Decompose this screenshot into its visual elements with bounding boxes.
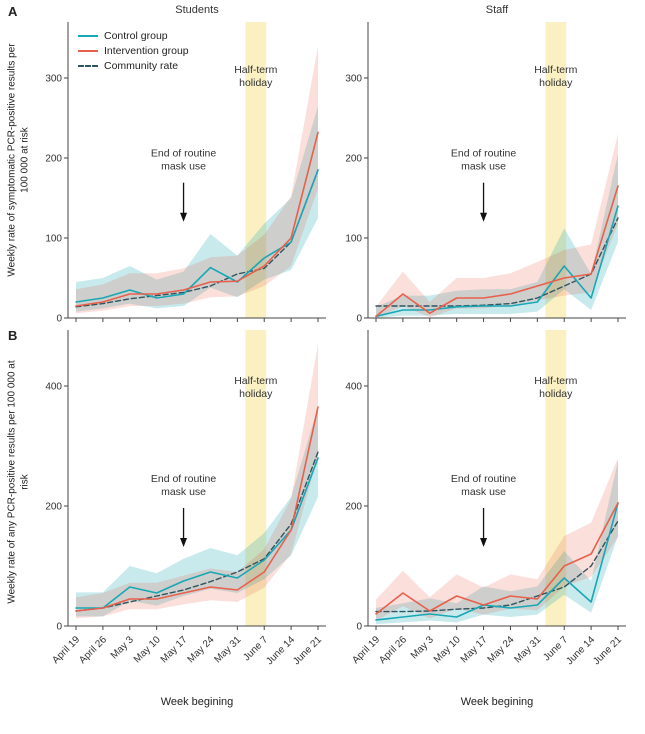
legend-item-intervention: Intervention group	[78, 45, 189, 57]
panel-b-staff-column: 0 200 400 April 19 April 26 May 3 May 10 May 17…	[332, 328, 632, 712]
svg-text:holiday: holiday	[239, 388, 273, 400]
svg-text:100: 100	[345, 234, 362, 245]
legend-label-community: Community rate	[104, 60, 179, 72]
svg-text:100: 100	[45, 234, 62, 245]
panel-b-students-column: 0 200 400 April 19 April 26 May 3 May 10 May 17…	[32, 328, 332, 712]
svg-text:End of routine: End of routine	[451, 148, 517, 160]
svg-text:mask use: mask use	[161, 161, 206, 173]
legend-line-control	[78, 35, 98, 37]
svg-text:200: 200	[345, 154, 362, 165]
svg-text:mask use: mask use	[161, 486, 206, 498]
svg-text:0: 0	[56, 622, 62, 633]
svg-text:May 24: May 24	[486, 634, 517, 665]
svg-text:May 17: May 17	[159, 634, 190, 665]
svg-text:April 19: April 19	[350, 634, 382, 666]
legend-label-control: Control group	[104, 30, 168, 42]
legend-item-control: Control group	[78, 30, 189, 42]
panel-a-staff-column: Staff 0 100 200 300 Half-term holiday End of r…	[332, 4, 632, 328]
svg-text:mask use: mask use	[461, 161, 506, 173]
svg-text:May 24: May 24	[186, 634, 217, 665]
xaxis-title-students: Week begining	[160, 696, 234, 708]
svg-text:June 21: June 21	[291, 634, 324, 667]
xaxis-title-staff: Week begining	[460, 696, 534, 708]
plot-a-staff: 0 100 200 300 Half-term holiday End of routine…	[332, 20, 632, 328]
svg-text:0: 0	[356, 622, 362, 633]
svg-text:mask use: mask use	[461, 486, 506, 498]
plot-b-students: 0 200 400 April 19 April 26 May 3 May 10 May 17…	[32, 328, 332, 696]
panel-a-label: A	[8, 4, 18, 19]
legend-label-intervention: Intervention group	[104, 45, 189, 57]
svg-text:Half-term: Half-term	[534, 64, 577, 76]
svg-text:End of routine: End of routine	[151, 148, 217, 160]
svg-text:holiday: holiday	[539, 77, 573, 89]
plot-a-students: 0 100 200 300 Half-term holiday End of routine…	[32, 20, 332, 328]
svg-text:April 19: April 19	[50, 634, 82, 666]
svg-text:0: 0	[356, 314, 362, 325]
svg-text:Half-term: Half-term	[534, 375, 577, 387]
svg-text:holiday: holiday	[539, 388, 573, 400]
svg-text:June 21: June 21	[591, 634, 624, 667]
panel-a-students-column: Students 0 100 200 300 Half-term holiday End o…	[32, 4, 332, 328]
svg-text:May 10: May 10	[432, 634, 463, 665]
svg-text:holiday: holiday	[239, 77, 273, 89]
svg-text:300: 300	[345, 74, 362, 85]
legend: Control group Intervention group Communi…	[78, 30, 189, 72]
panel-a-ylabel: Weekly rate of symptomatic PCR-positive …	[6, 42, 31, 277]
svg-text:200: 200	[345, 502, 362, 513]
svg-text:May 31: May 31	[512, 634, 543, 665]
svg-text:0: 0	[56, 314, 62, 325]
panel-b-ylabel: Weekly rate of any PCR-positive results …	[6, 359, 31, 604]
svg-text:June 14: June 14	[264, 634, 297, 667]
svg-text:400: 400	[345, 382, 362, 393]
svg-text:End of routine: End of routine	[451, 473, 517, 485]
svg-text:Half-term: Half-term	[234, 64, 277, 76]
svg-text:April 26: April 26	[377, 634, 409, 666]
svg-text:May 10: May 10	[132, 634, 163, 665]
column-title-students: Students	[175, 4, 219, 16]
svg-text:May 31: May 31	[212, 634, 243, 665]
panel-a-row: A Weekly rate of symptomatic PCR-positiv…	[6, 4, 645, 328]
svg-text:May 17: May 17	[459, 634, 490, 665]
panel-b-label: B	[8, 328, 18, 343]
svg-text:Half-term: Half-term	[234, 375, 277, 387]
panel-b-yaxis-strip: Weekly rate of any PCR-positive results …	[6, 328, 32, 712]
svg-text:End of routine: End of routine	[151, 473, 217, 485]
svg-text:200: 200	[45, 502, 62, 513]
panel-a-yaxis-strip: Weekly rate of symptomatic PCR-positive …	[6, 4, 32, 328]
plot-b-staff: 0 200 400 April 19 April 26 May 3 May 10 May 17…	[332, 328, 632, 696]
svg-text:400: 400	[45, 382, 62, 393]
svg-text:April 26: April 26	[77, 634, 109, 666]
column-title-staff: Staff	[485, 4, 509, 16]
panel-b-row: B Weekly rate of any PCR-positive result…	[6, 328, 645, 712]
svg-text:200: 200	[45, 154, 62, 165]
svg-text:June 14: June 14	[564, 634, 597, 667]
svg-text:300: 300	[45, 74, 62, 85]
legend-line-intervention	[78, 50, 98, 52]
legend-line-community	[78, 65, 98, 67]
legend-item-community: Community rate	[78, 60, 189, 72]
